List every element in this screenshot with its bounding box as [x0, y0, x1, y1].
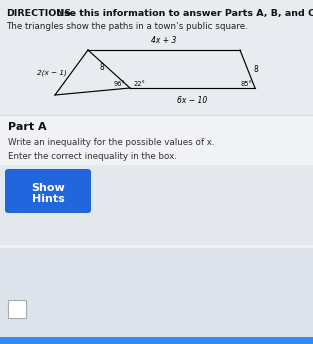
Bar — [8, 300, 26, 318]
Text: Enter the correct inequality in the box.: Enter the correct inequality in the box. — [8, 152, 177, 161]
Bar — [0, 337, 313, 344]
Text: Part A: Part A — [8, 122, 47, 132]
Text: 96°: 96° — [114, 81, 126, 87]
FancyBboxPatch shape — [5, 169, 91, 213]
Bar — [0, 165, 313, 245]
Text: Write an inequality for the possible values of x.: Write an inequality for the possible val… — [8, 138, 214, 147]
Text: 8: 8 — [99, 63, 104, 72]
Bar — [0, 115, 313, 285]
Text: DIRECTIONS:: DIRECTIONS: — [6, 9, 75, 18]
Text: 85°: 85° — [240, 81, 252, 87]
Text: 22°: 22° — [133, 81, 145, 87]
Text: 2(x − 1): 2(x − 1) — [37, 69, 66, 76]
Text: Hints: Hints — [32, 194, 64, 204]
Text: Use this information to answer Parts A, B, and C.: Use this information to answer Parts A, … — [53, 9, 313, 18]
Text: The triangles show the paths in a town’s public square.: The triangles show the paths in a town’s… — [6, 22, 248, 31]
Text: Show: Show — [31, 183, 65, 193]
Text: 6x − 10: 6x − 10 — [177, 96, 208, 105]
Bar — [0, 248, 313, 338]
Text: 8: 8 — [254, 65, 258, 74]
Text: 4x + 3: 4x + 3 — [151, 36, 177, 45]
